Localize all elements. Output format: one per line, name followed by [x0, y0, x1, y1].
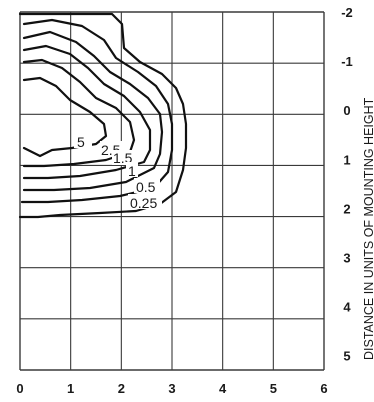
contour-label: 0.25 — [130, 195, 157, 211]
contour-0.25 — [18, 12, 188, 219]
x-axis-ticks: 0 1 2 3 4 5 6 — [16, 381, 327, 396]
y-axis-title: DISTANCE IN UNITS OF MOUNTING HEIGHT — [362, 97, 374, 360]
x-tick-label: 6 — [320, 381, 327, 396]
x-tick-label: 5 — [270, 381, 277, 396]
x-tick-label: 3 — [168, 381, 175, 396]
y-tick-label: 1 — [343, 152, 350, 167]
contour-label: 0.5 — [136, 179, 156, 195]
contour-label: 5 — [77, 134, 85, 150]
contour-5 — [22, 76, 108, 158]
contour-labels: 5 2.5 1.5 1 0.5 0.25 — [74, 133, 162, 211]
y-tick-label: -2 — [341, 5, 353, 20]
x-tick-label: 1 — [67, 381, 74, 396]
contour-lines — [18, 12, 188, 219]
y-tick-label: 2 — [343, 201, 350, 216]
contour-label: 1 — [128, 163, 136, 179]
y-tick-label: 4 — [343, 300, 351, 315]
contour-1.5 — [22, 44, 152, 180]
y-tick-label: 5 — [343, 349, 350, 364]
y-axis-ticks: -2 -1 0 1 2 3 4 5 — [341, 5, 353, 364]
contour-1 — [22, 30, 164, 192]
grid — [19, 11, 325, 371]
y-tick-label: 3 — [343, 250, 350, 265]
y-tick-label: 0 — [343, 103, 350, 118]
contour-2.5 — [22, 58, 136, 168]
x-tick-label: 0 — [16, 381, 23, 396]
x-tick-label: 4 — [219, 381, 227, 396]
y-tick-label: -1 — [341, 54, 353, 69]
contour-0.5 — [20, 18, 174, 204]
x-tick-label: 2 — [118, 381, 125, 396]
